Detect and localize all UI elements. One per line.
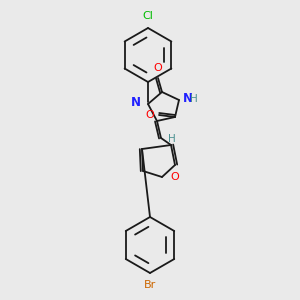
- Text: Cl: Cl: [142, 11, 153, 21]
- Text: N: N: [183, 92, 193, 106]
- Text: H: H: [190, 94, 198, 104]
- Text: N: N: [131, 97, 141, 110]
- Text: Br: Br: [144, 280, 156, 290]
- Text: O: O: [170, 172, 179, 182]
- Text: H: H: [168, 134, 176, 144]
- Text: O: O: [154, 63, 162, 73]
- Text: O: O: [145, 110, 154, 120]
